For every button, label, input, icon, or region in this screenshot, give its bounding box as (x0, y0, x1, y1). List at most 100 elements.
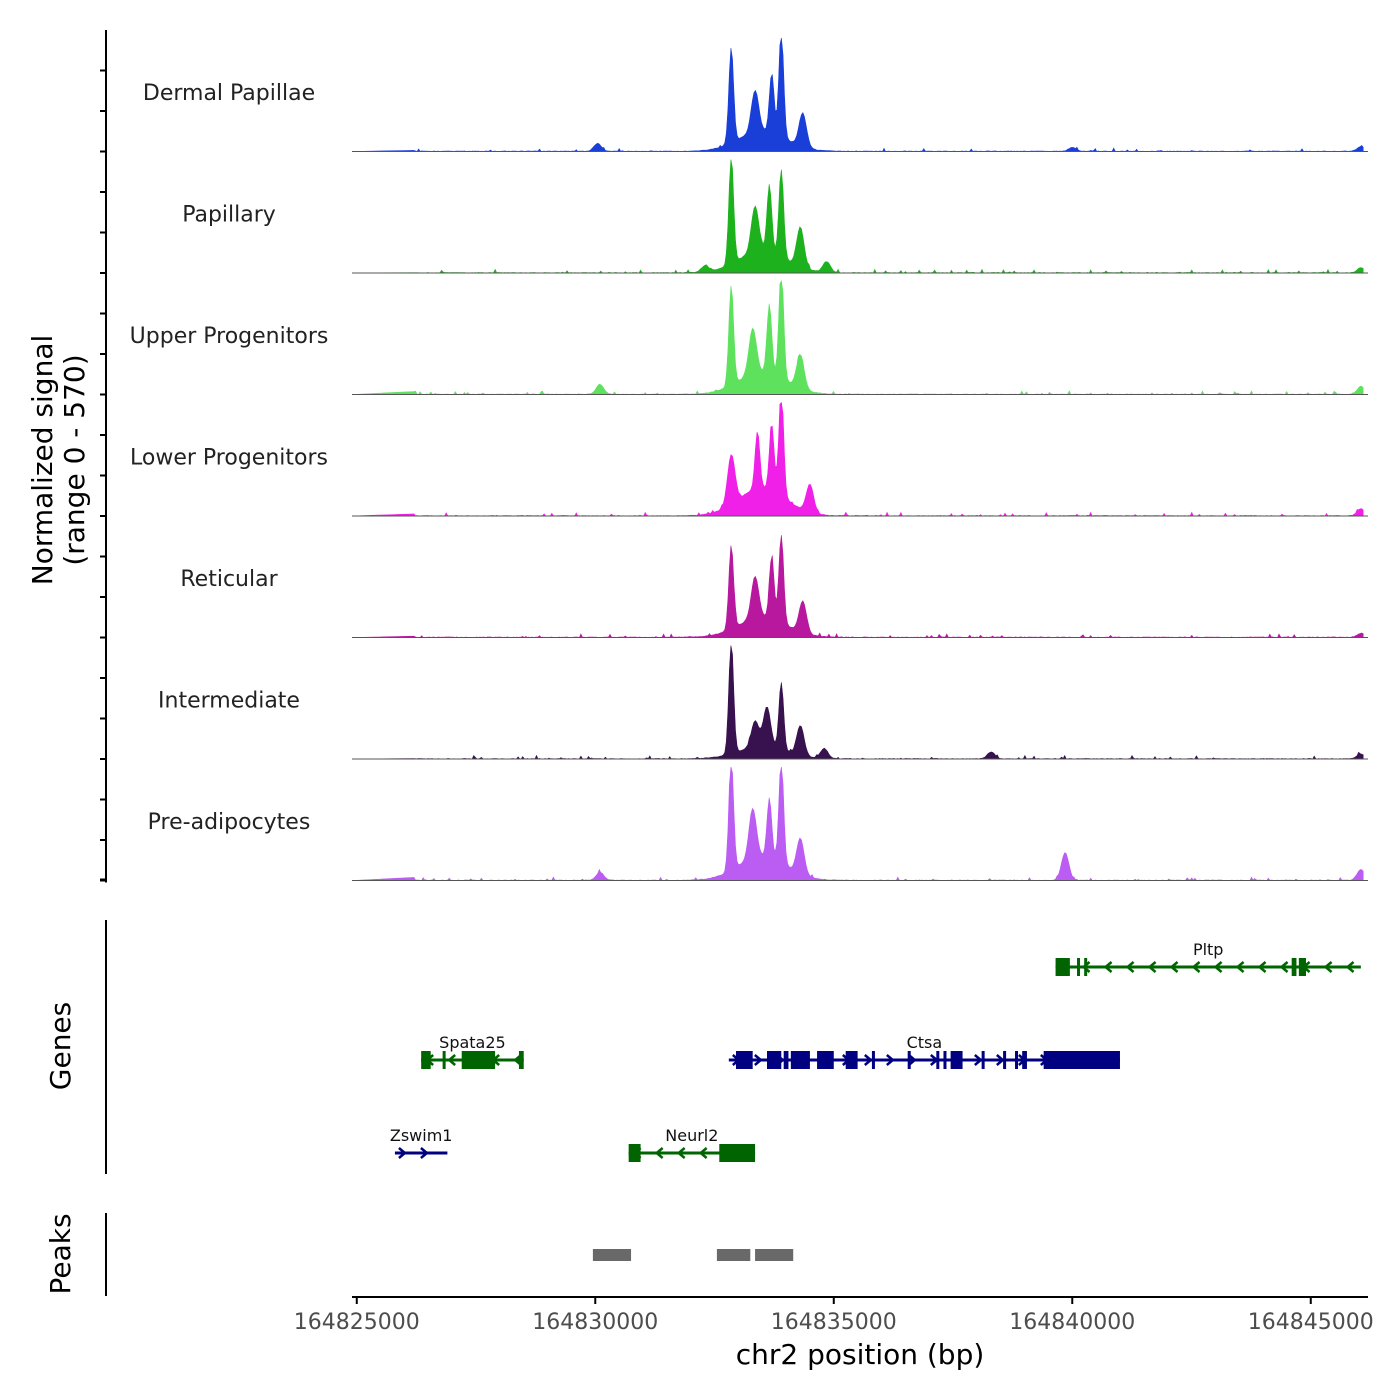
exon (1022, 1051, 1027, 1069)
exon (766, 1051, 782, 1069)
strand-arrow (1169, 961, 1179, 973)
x-axis: 164825000 164830000 164835000 164840000 1648… (294, 1296, 1374, 1335)
exon (936, 1051, 940, 1069)
signal-area (351, 535, 1364, 638)
gene-ctsa: Ctsa (728, 1033, 1120, 1069)
strand-arrow (886, 1054, 895, 1066)
x-tick-label: 164830000 (532, 1310, 658, 1335)
signal-tracks: Dermal Papillae Papillary Upper Progenitor… (100, 30, 1368, 883)
signal-area (351, 766, 1364, 881)
signal-track-intermediate: Intermediate (100, 645, 1368, 760)
exon (442, 1051, 446, 1069)
signal-track-upper-progenitors: Upper Progenitors (100, 280, 1368, 396)
strand-arrow (996, 1054, 1005, 1066)
x-tick-label: 164825000 (294, 1310, 420, 1335)
exon (1077, 958, 1081, 976)
exon (981, 1051, 985, 1069)
strand-arrow (864, 1054, 873, 1066)
exon (719, 1144, 756, 1162)
genes-panel-title: Genes (44, 1002, 77, 1090)
exon (845, 1051, 858, 1069)
signal-area (351, 37, 1364, 152)
exon (421, 1051, 431, 1069)
exon (943, 1051, 947, 1069)
y-axis-title-line1: Normalized signal (26, 335, 59, 586)
exon (950, 1051, 963, 1069)
exon (1291, 958, 1297, 976)
strand-arrow (754, 1054, 763, 1066)
exon (461, 1051, 496, 1069)
exon (817, 1051, 834, 1069)
gene-pltp: Pltp (1055, 940, 1361, 976)
exon (1298, 958, 1306, 976)
exon (1003, 1051, 1007, 1069)
exon (1015, 1051, 1019, 1069)
gene-spata25: Spata25 (421, 1033, 524, 1069)
exon (735, 1051, 753, 1069)
signal-area (351, 401, 1364, 517)
track-label: Upper Progenitors (130, 324, 329, 349)
strand-arrow (1147, 961, 1157, 973)
track-label: Intermediate (158, 689, 300, 714)
strand-arrow (1235, 961, 1245, 973)
gene-label: Ctsa (907, 1033, 943, 1052)
peak-region (716, 1249, 751, 1261)
signal-track-lower-progenitors: Lower Progenitors (100, 401, 1368, 517)
exon (628, 1144, 641, 1162)
strand-arrow (1125, 961, 1135, 973)
peak-track (105, 1213, 794, 1296)
exon (783, 1051, 789, 1069)
gene-label: Zswim1 (390, 1126, 453, 1145)
exon (790, 1051, 810, 1069)
signal-area (351, 645, 1364, 760)
x-tick-label: 164845000 (1248, 1310, 1374, 1335)
exon (907, 1051, 911, 1069)
peak-region (755, 1249, 794, 1261)
gene-label: Neurl2 (665, 1126, 718, 1145)
gene-neurl2: Neurl2 (628, 1126, 756, 1162)
signal-area (351, 159, 1364, 274)
x-tick-label: 164835000 (771, 1310, 897, 1335)
gene-label: Spata25 (439, 1033, 506, 1052)
exon (518, 1051, 524, 1069)
track-label: Papillary (182, 203, 276, 228)
y-axis-title-line2: (range 0 - 570) (58, 354, 91, 565)
strand-arrow (420, 1147, 429, 1159)
gene-track: Pltp Spata25 Ctsa Zswim1 Neurl2 (105, 920, 1361, 1174)
strand-arrow (1257, 961, 1267, 973)
strand-arrow (974, 1054, 983, 1066)
gene-label: Pltp (1193, 940, 1224, 959)
strand-arrow (1081, 961, 1091, 973)
peak-region (592, 1249, 632, 1261)
signal-track-papillary: Papillary (100, 159, 1368, 274)
strand-arrow (654, 1147, 664, 1159)
gene-zswim1: Zswim1 (390, 1126, 453, 1159)
exon (1043, 1051, 1120, 1069)
exon (871, 1051, 875, 1069)
track-label: Reticular (180, 567, 278, 592)
strand-arrow (908, 1054, 917, 1066)
strand-arrow (1191, 961, 1201, 973)
x-axis-title: chr2 position (bp) (736, 1338, 985, 1371)
track-label: Dermal Papillae (143, 81, 315, 106)
signal-track-reticular: Reticular (100, 535, 1368, 639)
exon (1084, 958, 1088, 976)
peaks-panel-title: Peaks (44, 1213, 77, 1294)
strand-arrow (1279, 961, 1289, 973)
signal-track-pre-adipocytes: Pre-adipocytes (100, 766, 1368, 882)
strand-arrow (1213, 961, 1223, 973)
track-label: Pre-adipocytes (148, 810, 311, 835)
strand-arrow (1103, 961, 1113, 973)
strand-arrow (447, 1054, 456, 1066)
strand-arrow (698, 1147, 708, 1159)
strand-arrow (1345, 961, 1355, 973)
strand-arrow (676, 1147, 686, 1159)
strand-arrow (1323, 961, 1333, 973)
strand-arrow (398, 1147, 407, 1159)
track-label: Lower Progenitors (130, 446, 328, 471)
exon (1055, 958, 1070, 976)
signal-track-dermal-papillae: Dermal Papillae (100, 37, 1368, 153)
x-tick-label: 164840000 (1009, 1310, 1135, 1335)
signal-area (351, 280, 1364, 395)
